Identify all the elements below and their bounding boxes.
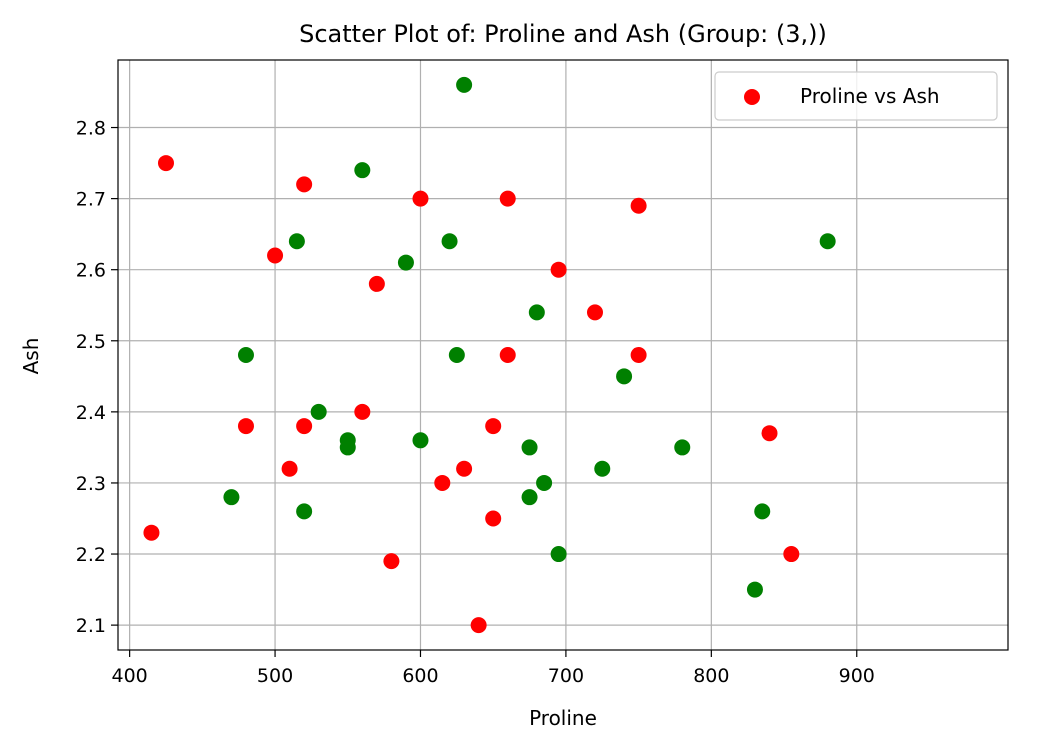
x-axis-label: Proline (529, 706, 597, 730)
data-point (586, 304, 603, 321)
x-tick-label: 700 (548, 665, 584, 687)
data-point (434, 474, 451, 491)
data-point (521, 439, 538, 456)
data-point (616, 368, 633, 385)
y-tick-label: 2.8 (76, 118, 106, 140)
data-point (499, 190, 516, 207)
chart-title: Scatter Plot of: Proline and Ash (Group:… (299, 20, 827, 48)
data-point (456, 460, 473, 477)
data-point (310, 403, 327, 420)
data-point (441, 233, 458, 250)
data-point (485, 418, 502, 435)
x-tick-label: 900 (839, 665, 875, 687)
data-point (354, 403, 371, 420)
legend-marker (744, 89, 760, 105)
data-point (288, 233, 305, 250)
data-point (499, 347, 516, 363)
plot-frame (117, 59, 1009, 651)
data-point (470, 617, 487, 634)
data-point (536, 474, 553, 491)
x-tick-label: 500 (257, 665, 293, 687)
data-point (157, 155, 174, 172)
data-point (267, 247, 284, 264)
legend-label: Proline vs Ash (800, 84, 940, 108)
data-point (368, 275, 385, 292)
data-point (456, 76, 473, 93)
data-point (296, 418, 313, 435)
data-point (339, 439, 356, 456)
data-point (448, 347, 465, 363)
data-point (354, 162, 371, 179)
data-point (550, 261, 567, 278)
data-point (630, 197, 647, 214)
y-axis-label: Ash (19, 338, 43, 375)
data-point (237, 347, 254, 363)
data-point (754, 503, 771, 520)
data-point (550, 546, 567, 563)
data-points (143, 76, 836, 634)
y-tick-label: 2.2 (76, 544, 106, 566)
data-point (485, 510, 502, 527)
data-point (528, 304, 545, 321)
x-tick-label: 800 (693, 665, 729, 687)
y-tick-label: 2.6 (76, 260, 106, 282)
data-point (521, 489, 538, 506)
legend: Proline vs Ash (714, 71, 998, 121)
data-point (594, 460, 611, 477)
data-point (412, 190, 429, 207)
grid (118, 60, 1008, 650)
legend-box (714, 71, 998, 121)
data-point (296, 176, 313, 193)
axis-ticks: 400 500 600 700 800 900 2.1 2.2 2.3 2.4 2.5 2.6 2.7 2… (76, 118, 875, 687)
data-point (397, 254, 414, 271)
y-tick-label: 2.3 (76, 473, 106, 495)
y-tick-label: 2.7 (76, 189, 106, 211)
data-point (143, 524, 160, 541)
y-tick-label: 2.4 (76, 402, 106, 424)
data-point (412, 432, 429, 449)
y-tick-label: 2.5 (76, 331, 106, 353)
data-point (761, 425, 778, 442)
data-point (281, 460, 298, 477)
data-point (630, 347, 647, 363)
y-tick-label: 2.1 (76, 615, 106, 637)
data-point (237, 418, 254, 435)
data-point (223, 489, 240, 506)
data-point (746, 581, 763, 598)
data-point (674, 439, 691, 456)
data-point (783, 546, 800, 563)
data-point (383, 553, 400, 570)
data-point (296, 503, 313, 520)
x-tick-label: 400 (112, 665, 148, 687)
x-tick-label: 600 (402, 665, 438, 687)
data-point (819, 233, 836, 250)
